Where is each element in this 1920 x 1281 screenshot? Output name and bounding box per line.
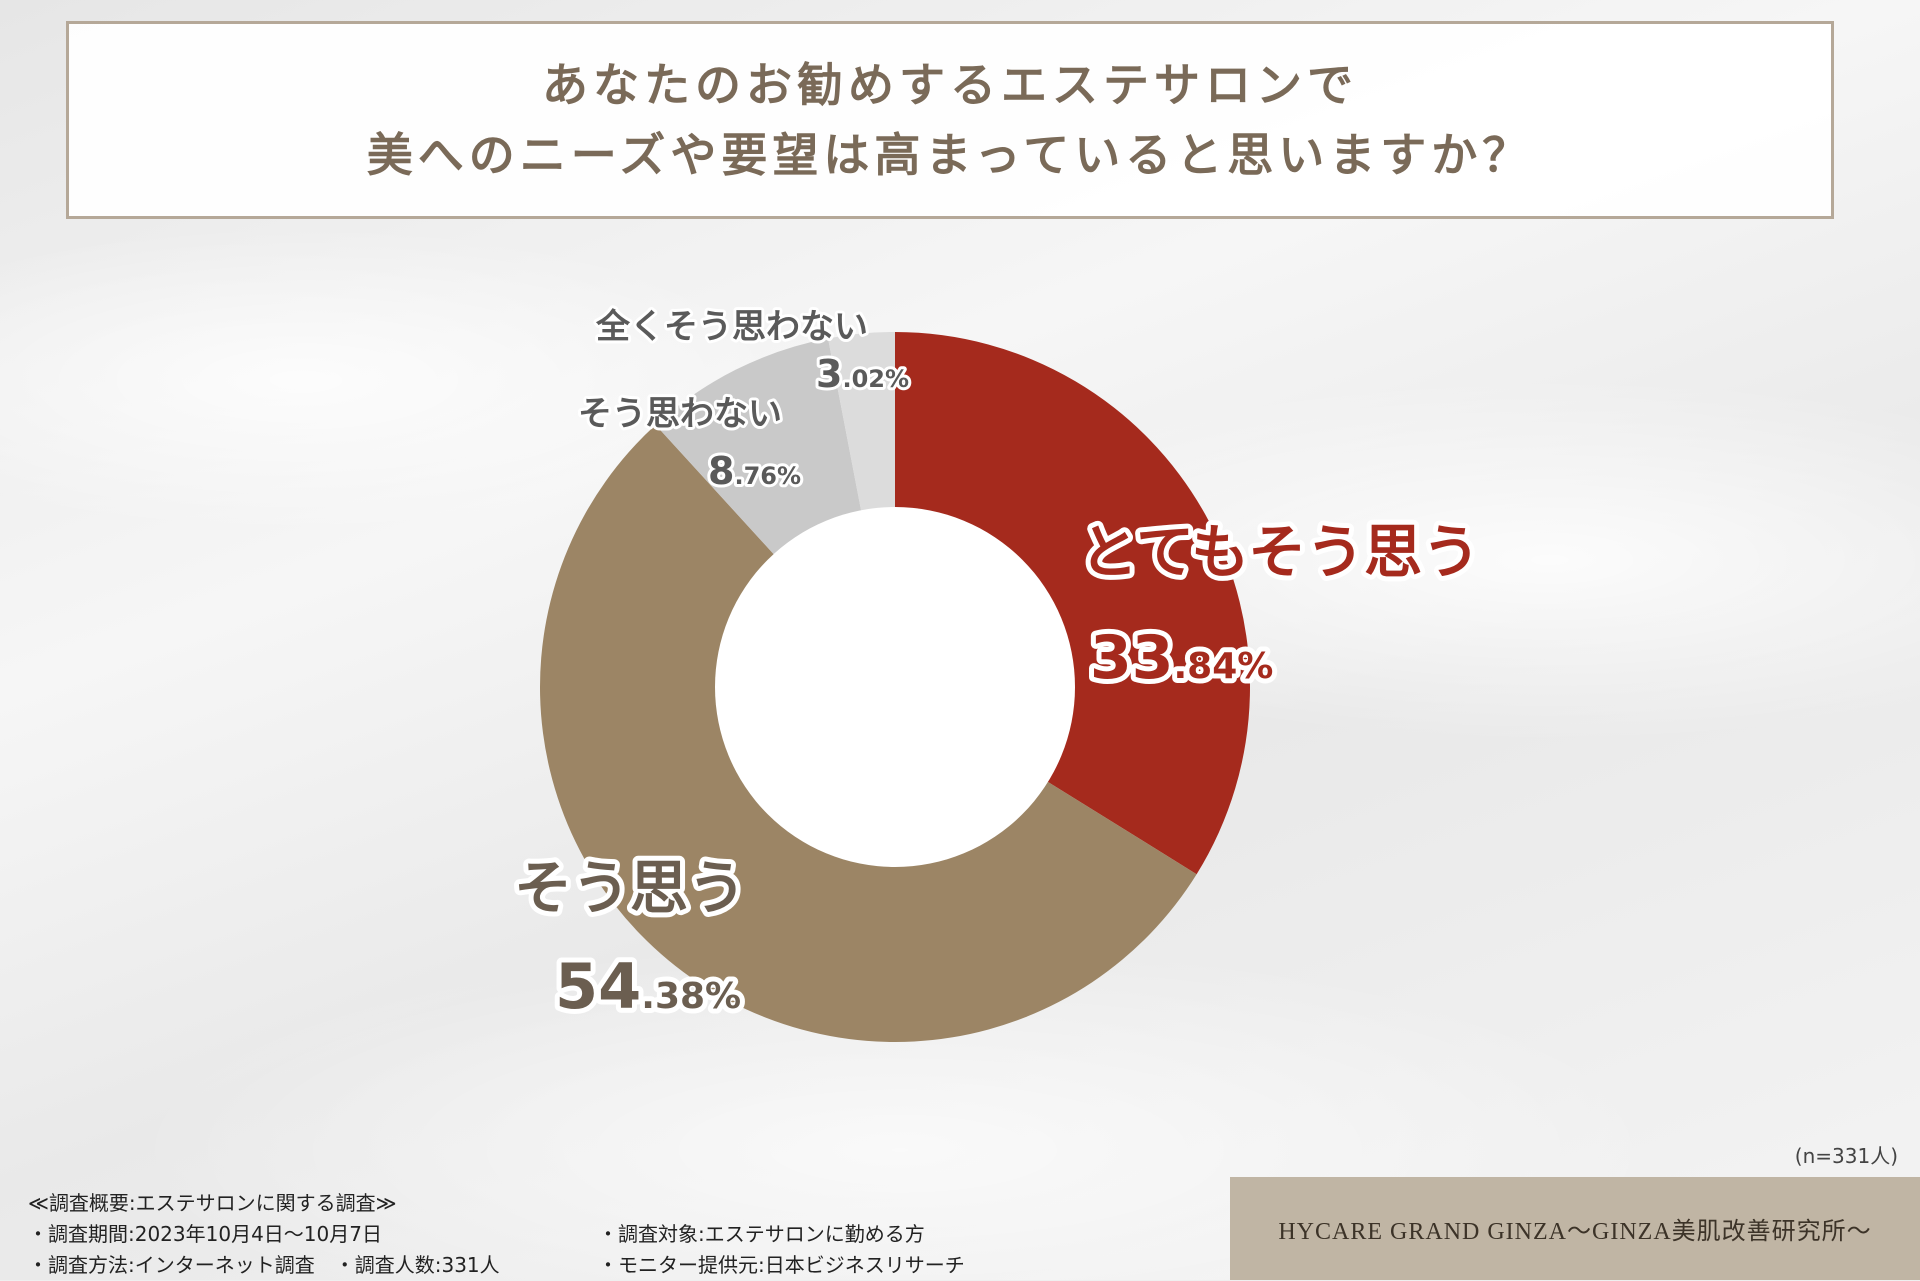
title-box: あなたのお勧めするエステサロンで 美へのニーズや要望は高まっていると思いますか？ <box>66 21 1834 219</box>
survey-target: ・調査対象:エステサロンに勤める方 <box>598 1222 925 1246</box>
survey-period: ・調査期間:2023年10月4日～10月7日 <box>28 1222 382 1246</box>
survey-method: ・調査方法:インターネット調査 ・調査人数:331人 <box>28 1253 500 1277</box>
sample-size-label: (n=331人) <box>1794 1144 1898 1168</box>
slice-value-0: 33.84% <box>1090 623 1273 693</box>
title-line-1: あなたのお勧めするエステサロンで <box>542 58 1358 112</box>
survey-notes: ≪調査概要:エステサロンに関する調査≫ ・調査期間:2023年10月4日～10月… <box>28 1188 1208 1281</box>
slice-value-2: 8.76% <box>708 449 801 493</box>
brand-banner: HYCARE GRAND GINZA～GINZA美肌改善研究所～ <box>1230 1177 1920 1280</box>
slice-label-2: そう思わない <box>578 394 782 434</box>
survey-provider: ・モニター提供元:日本ビジネスリサーチ <box>598 1253 965 1277</box>
slice-label-0: とてもそう思う <box>1080 518 1480 586</box>
slice-value-3: 3.02% <box>816 352 909 396</box>
donut-hole <box>715 507 1075 867</box>
slice-label-3: 全くそう思わない <box>595 307 868 347</box>
slice-value-1: 54.38% <box>555 950 741 1023</box>
title-line-2: 美へのニーズや要望は高まっていると思いますか？ <box>366 128 1534 182</box>
survey-heading: ≪調査概要:エステサロンに関する調査≫ <box>28 1191 397 1215</box>
slice-label-1: そう思う <box>514 854 746 922</box>
